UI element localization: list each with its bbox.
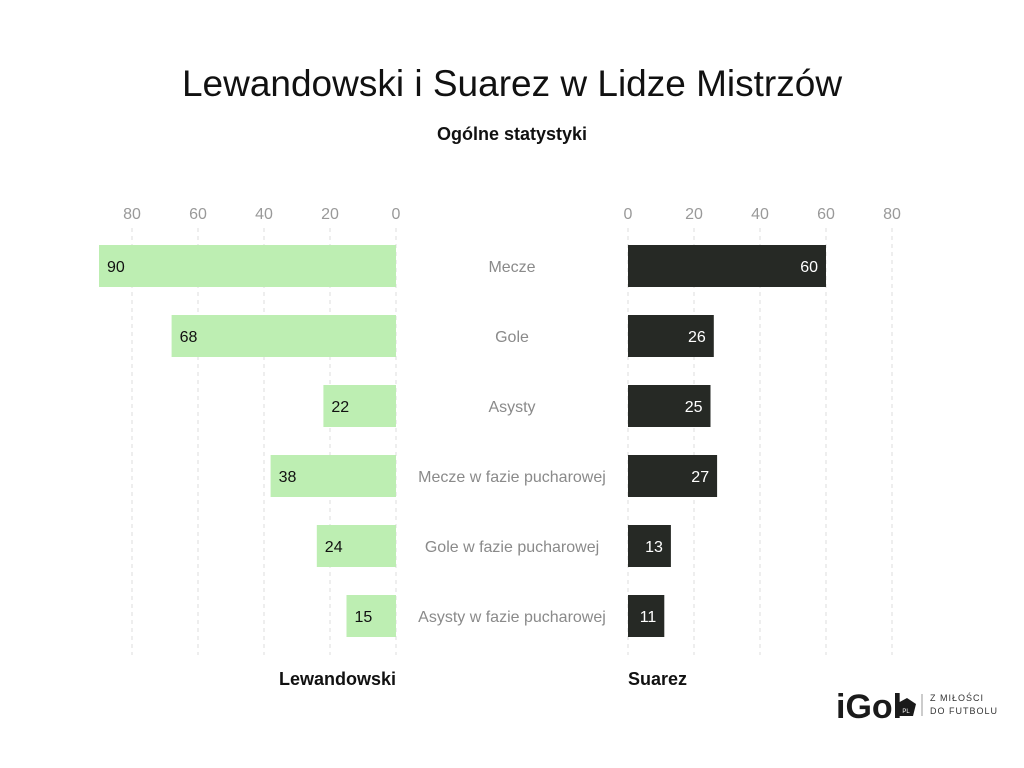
tick-label-left: 80 xyxy=(123,206,141,223)
category-label: Asysty w fazie pucharowej xyxy=(418,609,606,626)
value-label-suarez: 13 xyxy=(645,539,663,556)
bar-suarez xyxy=(628,525,671,567)
bar-lewandowski xyxy=(323,385,396,427)
tick-label-left: 0 xyxy=(392,206,401,223)
bar-lewandowski xyxy=(270,455,396,497)
bar-suarez xyxy=(628,245,826,287)
tick-label-left: 60 xyxy=(189,206,207,223)
category-label: Gole w fazie pucharowej xyxy=(425,539,599,556)
bar-suarez xyxy=(628,595,665,637)
series-label-left: Lewandowski xyxy=(279,669,396,689)
value-label-lewandowski: 22 xyxy=(331,399,349,416)
chart-subtitle: Ogólne statystyki xyxy=(437,124,587,144)
igol-logo: iGol PL Z MIŁOŚCI DO FUTBOLU xyxy=(836,688,998,726)
bar-lewandowski xyxy=(99,245,396,287)
value-label-lewandowski: 68 xyxy=(180,329,198,346)
category-label: Asysty xyxy=(488,399,535,416)
value-label-suarez: 60 xyxy=(800,259,818,276)
value-label-lewandowski: 24 xyxy=(325,539,343,556)
bar-lewandowski xyxy=(316,525,396,567)
tick-label-right: 0 xyxy=(624,206,633,223)
category-label: Gole xyxy=(495,329,529,346)
value-label-suarez: 25 xyxy=(685,399,703,416)
bar-lewandowski xyxy=(171,315,396,357)
tick-label-right: 20 xyxy=(685,206,703,223)
value-label-lewandowski: 15 xyxy=(355,609,373,626)
bar-suarez xyxy=(628,385,711,427)
category-label: Mecze xyxy=(488,259,535,276)
tick-label-right: 40 xyxy=(751,206,769,223)
logo-badge-text: PL xyxy=(902,709,910,715)
series-label-right: Suarez xyxy=(628,669,687,689)
logo-tagline-2: DO FUTBOLU xyxy=(930,706,998,716)
tick-label-left: 20 xyxy=(321,206,339,223)
logo-badge-icon xyxy=(896,698,916,716)
value-label-lewandowski: 90 xyxy=(107,259,125,276)
value-label-suarez: 26 xyxy=(688,329,706,346)
logo-tagline-1: Z MIŁOŚCI xyxy=(930,692,984,703)
bar-suarez xyxy=(628,315,714,357)
tick-label-right: 80 xyxy=(883,206,901,223)
value-label-suarez: 11 xyxy=(640,609,657,626)
tick-label-left: 40 xyxy=(255,206,273,223)
tick-label-right: 60 xyxy=(817,206,835,223)
category-label: Mecze w fazie pucharowej xyxy=(418,469,606,486)
logo-text: iGol xyxy=(836,688,902,726)
bar-lewandowski xyxy=(346,595,396,637)
value-label-suarez: 27 xyxy=(691,469,709,486)
chart-title: Lewandowski i Suarez w Lidze Mistrzów xyxy=(182,63,842,104)
value-label-lewandowski: 38 xyxy=(279,469,297,486)
bar-suarez xyxy=(628,455,718,497)
